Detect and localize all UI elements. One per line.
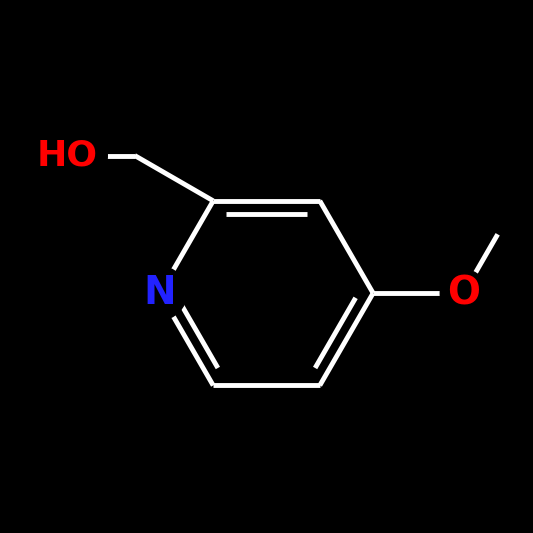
Text: N: N	[143, 274, 176, 312]
Circle shape	[440, 270, 487, 317]
Circle shape	[133, 266, 187, 320]
Text: O: O	[447, 274, 480, 312]
Text: HO: HO	[36, 139, 98, 173]
Circle shape	[26, 115, 107, 196]
